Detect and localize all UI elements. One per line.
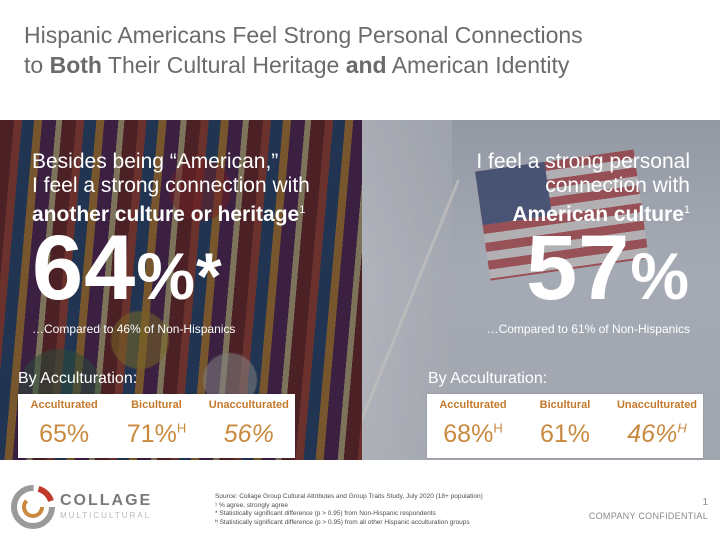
right-statement-line-3: American culture1	[476, 198, 690, 227]
source-notes: Source: Collage Group Cultural Attribute…	[215, 493, 575, 527]
sig-marker: H	[176, 420, 187, 436]
footnote-marker: 1	[299, 204, 306, 216]
left-big-stat: 64%*	[32, 222, 223, 322]
page-number: 1	[702, 497, 708, 508]
left-statement-line-1: Besides being “American,”	[32, 150, 279, 173]
group-name: Bicultural	[131, 399, 182, 411]
left-acculturation-label: By Acculturation:	[18, 370, 138, 387]
footnote-1: ¹ % agree, strongly agree	[215, 501, 288, 509]
source-line: Source: Collage Group Cultural Attribute…	[215, 493, 483, 500]
value-text: 46%	[627, 420, 678, 448]
title-text: American Identity	[386, 52, 570, 78]
brand: COLLAGE MULTICULTURAL	[60, 492, 152, 520]
sig-marker: H	[677, 420, 687, 436]
acculturation-group: Acculturated 68%H	[427, 394, 518, 449]
acculturation-group: Unacculturated 56%	[203, 394, 294, 449]
footnote-3: ᴴ Statistically significant difference (…	[215, 518, 470, 526]
acculturation-group: Bicultural 61%	[519, 394, 610, 449]
value-text: 71%	[126, 420, 177, 448]
left-comparison: …Compared to 46% of Non-Hispanics	[32, 322, 236, 336]
footnote-marker: 1	[683, 204, 690, 216]
left-statement-line-3: another culture or heritage1	[32, 198, 310, 227]
acculturation-group: Unacculturated 46%H	[611, 394, 702, 449]
group-name: Acculturated	[439, 399, 507, 411]
right-big-stat: 57%	[526, 222, 690, 322]
brand-subtitle: MULTICULTURAL	[60, 511, 152, 520]
title-text: to	[24, 52, 50, 78]
american-flag-photo-background	[362, 120, 720, 460]
group-value: 46%H	[611, 420, 702, 449]
group-value: 61%	[519, 420, 610, 449]
left-acculturation-box: Acculturated 65% Bicultural 71%H Unaccul…	[18, 394, 295, 458]
group-value: 56%	[203, 420, 294, 449]
right-acculturation-label: By Acculturation:	[428, 370, 548, 387]
left-stat-suffix: %*	[136, 239, 223, 313]
left-stat-number: 64	[32, 217, 137, 319]
title-emphasis-and: and	[345, 52, 387, 78]
slide-title: Hispanic Americans Feel Strong Personal …	[24, 20, 704, 80]
group-value: 71%H	[111, 420, 202, 449]
value-text: 65%	[39, 420, 90, 448]
right-statement: I feel a strong personal connection with…	[476, 150, 690, 227]
title-text: Their Cultural Heritage	[101, 52, 346, 78]
left-statement-emphasis: another culture or heritage	[32, 203, 300, 226]
collage-logo-icon	[11, 485, 55, 529]
acculturation-group: Bicultural 71%H	[111, 394, 202, 449]
right-acculturation-box: Acculturated 68%H Bicultural 61% Unaccul…	[427, 394, 703, 458]
sig-marker: H	[493, 420, 503, 436]
value-text: 61%	[539, 420, 591, 448]
left-statement: Besides being “American,” I feel a stron…	[32, 150, 310, 227]
group-value: 68%H	[427, 420, 518, 449]
title-line-1: Hispanic Americans Feel Strong Personal …	[24, 22, 583, 48]
right-stat-suffix: %	[630, 239, 690, 313]
group-value: 65%	[18, 420, 109, 449]
acculturation-group: Acculturated 65%	[18, 394, 109, 449]
left-statement-line-2: I feel a strong connection with	[32, 174, 310, 197]
title-line-2: to Both Their Cultural Heritage and Amer…	[24, 50, 704, 80]
value-text: 56%	[223, 420, 274, 448]
right-comparison: …Compared to 61% of Non-Hispanics	[486, 322, 690, 336]
group-name: Acculturated	[30, 399, 98, 411]
group-name: Bicultural	[539, 399, 591, 411]
title-emphasis-both: Both	[49, 52, 102, 78]
brand-name: COLLAGE	[60, 492, 153, 509]
group-name: Unacculturated	[616, 399, 698, 411]
right-statement-line-2: connection with	[545, 174, 690, 197]
right-statement-line-1: I feel a strong personal	[476, 150, 690, 173]
right-stat-number: 57	[525, 217, 631, 319]
footnote-2: * Statistically significant difference (…	[215, 510, 436, 517]
value-text: 68%	[443, 420, 494, 448]
group-name: Unacculturated	[208, 399, 289, 411]
confidential-label: COMPANY CONFIDENTIAL	[588, 511, 708, 521]
right-statement-emphasis: American culture	[512, 203, 684, 226]
